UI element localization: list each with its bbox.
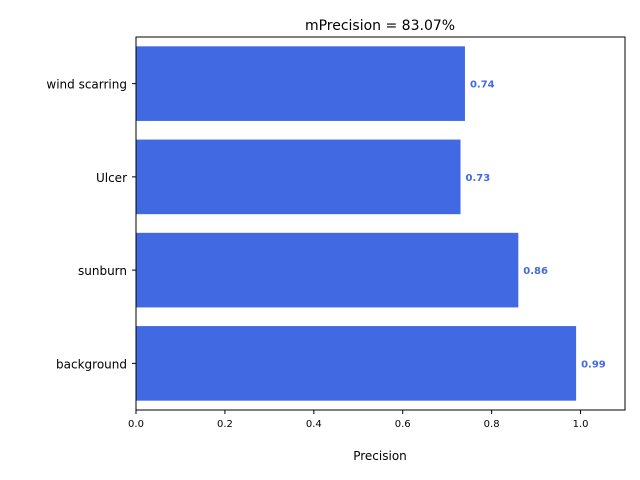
axes-frame	[135, 36, 626, 411]
bar	[136, 326, 577, 401]
x-tick-label: 0.6	[395, 419, 411, 430]
value-labels-group: 0.99 0.86 0.73 0.74	[466, 80, 606, 371]
x-axis: 0.0 0.2 0.4 0.6 0.8 1.0	[128, 410, 588, 430]
y-tick-label: wind scarring	[46, 78, 127, 92]
chart-title: mPrecision = 83.07%	[305, 18, 455, 34]
bars-group	[136, 46, 577, 401]
bar	[136, 232, 519, 308]
y-axis: background sunburn Ulcer wind scarring	[46, 78, 136, 371]
data-label: 0.86	[523, 266, 548, 277]
x-tick-label: 0.2	[217, 419, 233, 430]
x-tick-label: 0.0	[128, 419, 144, 430]
bar	[136, 46, 465, 121]
x-tick-label: 0.8	[484, 419, 500, 430]
x-axis-title: Precision	[353, 449, 407, 463]
data-label: 0.99	[581, 359, 606, 370]
x-tick-label: 0.4	[306, 419, 322, 430]
x-tick-label: 1.0	[573, 419, 589, 430]
data-label: 0.73	[466, 173, 491, 184]
data-label: 0.74	[470, 80, 495, 91]
bar	[136, 139, 461, 215]
y-tick-label: background	[56, 357, 127, 371]
y-tick-label: sunburn	[78, 264, 127, 278]
y-tick-label: Ulcer	[96, 171, 127, 185]
